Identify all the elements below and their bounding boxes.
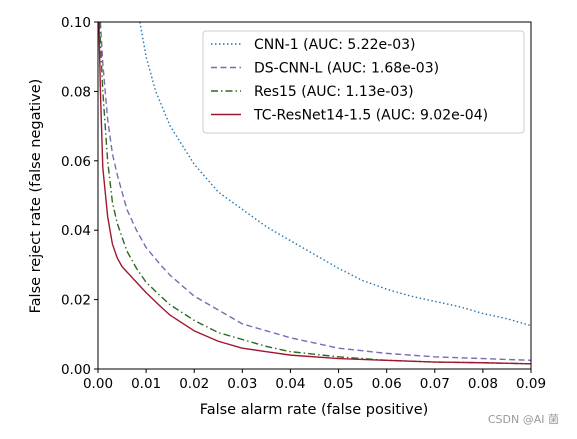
legend-label-1: CNN-1 (AUC: 5.22e-03): [254, 37, 415, 53]
series-lines: [98, 22, 531, 365]
chart-legend: CNN-1 (AUC: 5.22e-03) DS-CNN-L (AUC: 1.68…: [202, 30, 525, 134]
legend-label-4: TC-ResNet14-1.5 (AUC: 9.02e-04): [253, 108, 488, 124]
y-axis-title: False reject rate (false negative): [28, 79, 44, 314]
y-axis-ticks: 0.00 0.02 0.04 0.06 0.08 0.10: [61, 15, 98, 378]
x-tick-label-0: 0.00: [83, 376, 113, 392]
x-tick-label-7: 0.07: [420, 376, 450, 392]
y-tick-label-0: 0.00: [61, 362, 91, 378]
y-tick-label-2: 0.04: [61, 223, 91, 239]
legend-box: [202, 30, 525, 134]
legend-label-3: Res15 (AUC: 1.13e-03): [254, 84, 414, 100]
series-line-2: [99, 22, 531, 362]
x-tick-label-6: 0.06: [372, 376, 402, 392]
x-axis-ticks: 0.00 0.01 0.02 0.03 0.04 0.05 0.06 0.07 0.08 0.09: [83, 369, 546, 392]
plot-frame: [97, 21, 532, 370]
y-tick-label-1: 0.02: [61, 293, 91, 309]
legend-label-2: DS-CNN-L (AUC: 1.68e-03): [254, 61, 439, 77]
axis-titles: False alarm rate (false positive) False …: [28, 79, 428, 418]
y-tick-label-3: 0.06: [61, 154, 91, 170]
x-tick-label-4: 0.04: [275, 376, 305, 392]
x-tick-label-2: 0.02: [179, 376, 209, 392]
x-tick-label-5: 0.05: [324, 376, 354, 392]
x-axis-title: False alarm rate (false positive): [200, 402, 429, 418]
watermark-text: CSDN @AI 菌: [487, 413, 559, 426]
series-line-1: [139, 22, 531, 327]
y-tick-label-5: 0.10: [61, 15, 91, 31]
x-tick-label-8: 0.08: [468, 376, 498, 392]
x-tick-label-1: 0.01: [131, 376, 161, 392]
y-tick-label-4: 0.08: [61, 84, 91, 100]
x-tick-label-3: 0.03: [227, 376, 257, 392]
x-tick-label-9: 0.09: [516, 376, 546, 392]
series-line-4: [98, 22, 531, 365]
